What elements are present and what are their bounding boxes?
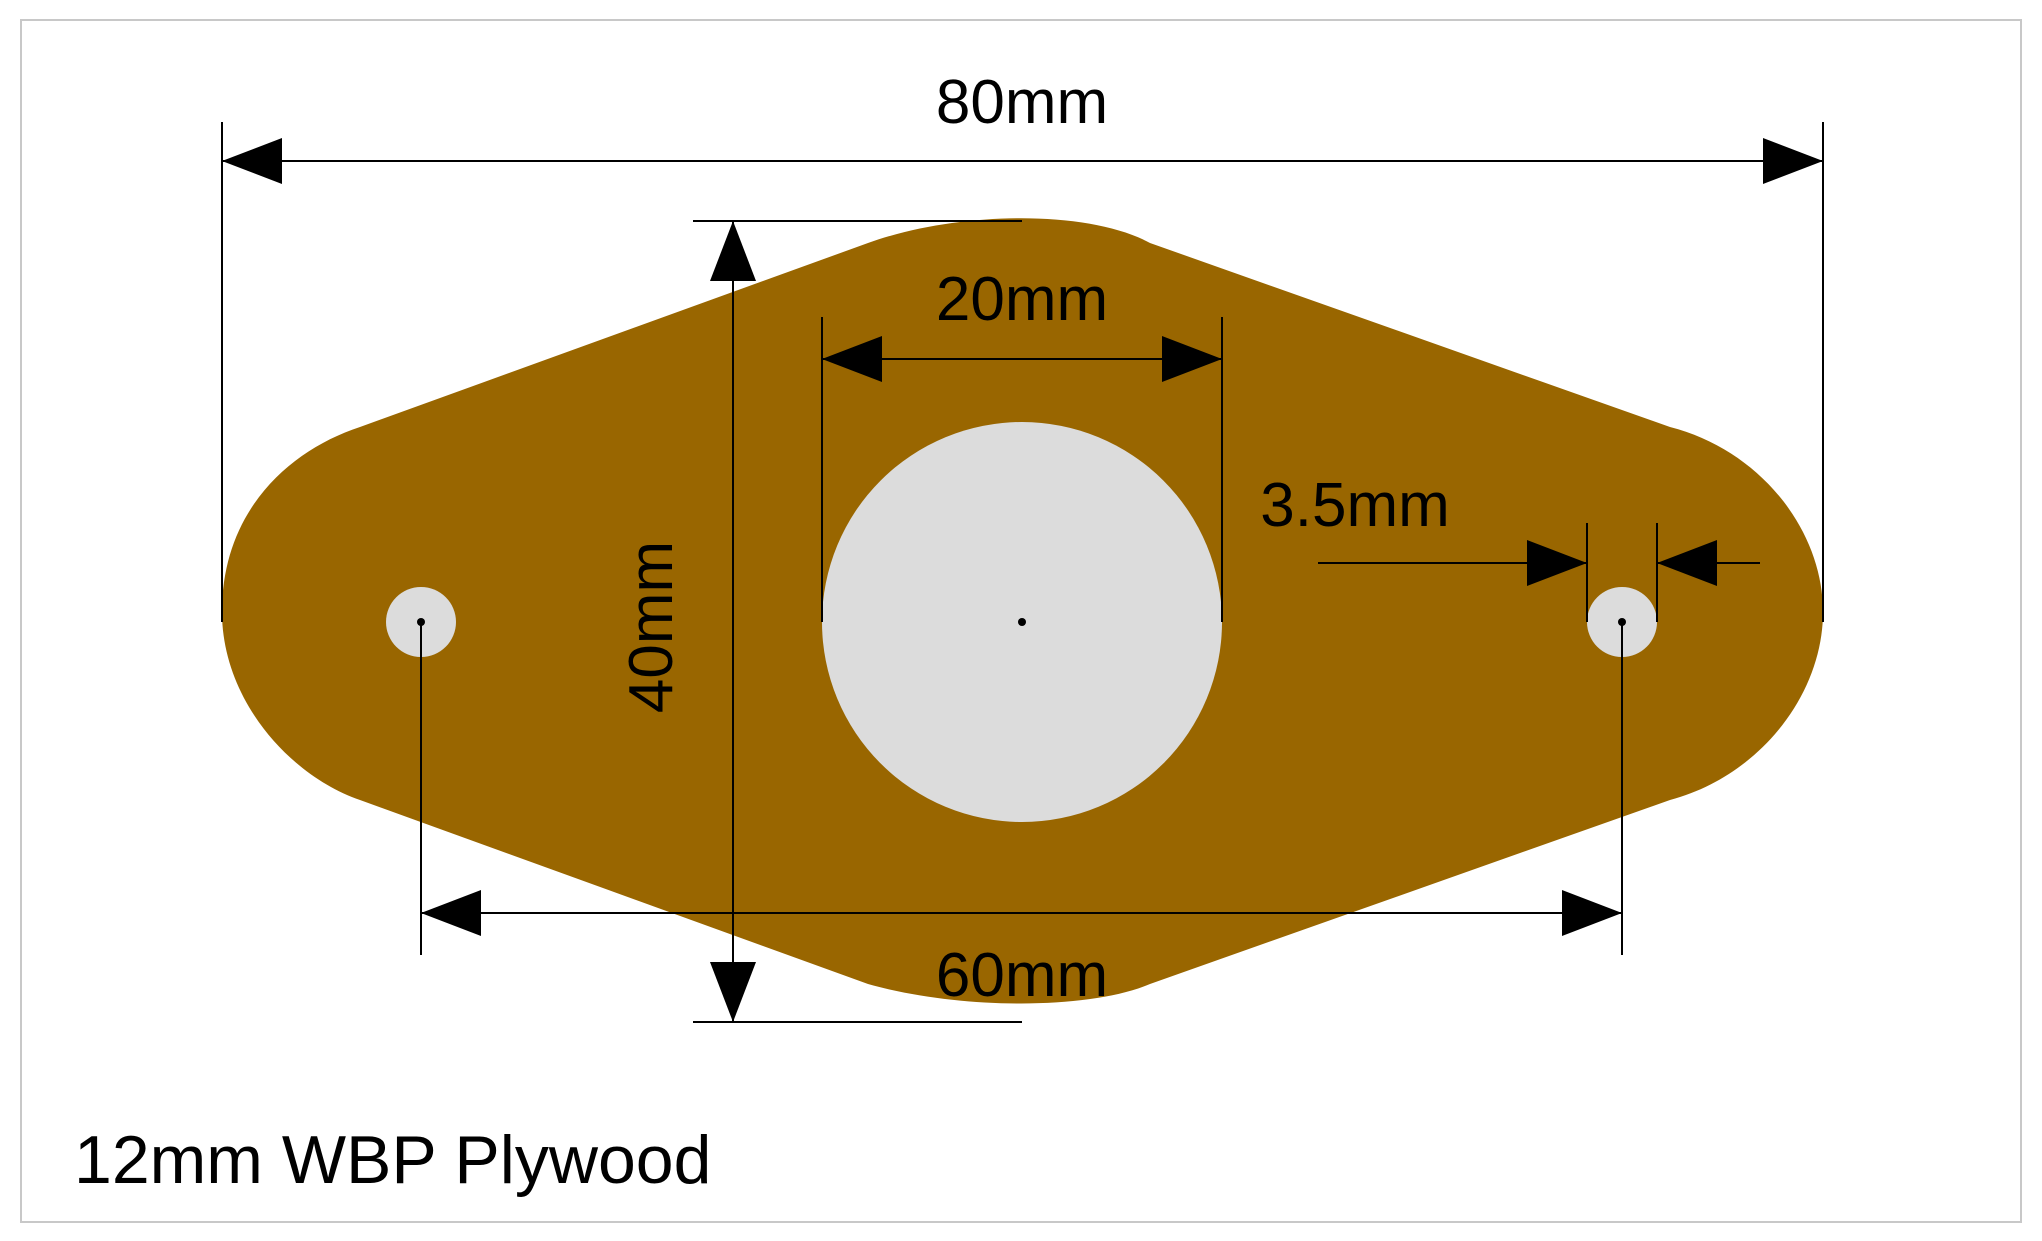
label-60mm: 60mm [936,941,1108,1010]
label-80mm: 80mm [936,68,1108,137]
label-20mm: 20mm [936,265,1108,334]
center-hole-center-mark [1018,618,1026,626]
material-caption: 12mm WBP Plywood [74,1122,711,1198]
dimension-lines [221,122,1824,1023]
label-40mm: 40mm [617,541,686,713]
label-3_5mm: 3.5mm [1260,471,1449,540]
